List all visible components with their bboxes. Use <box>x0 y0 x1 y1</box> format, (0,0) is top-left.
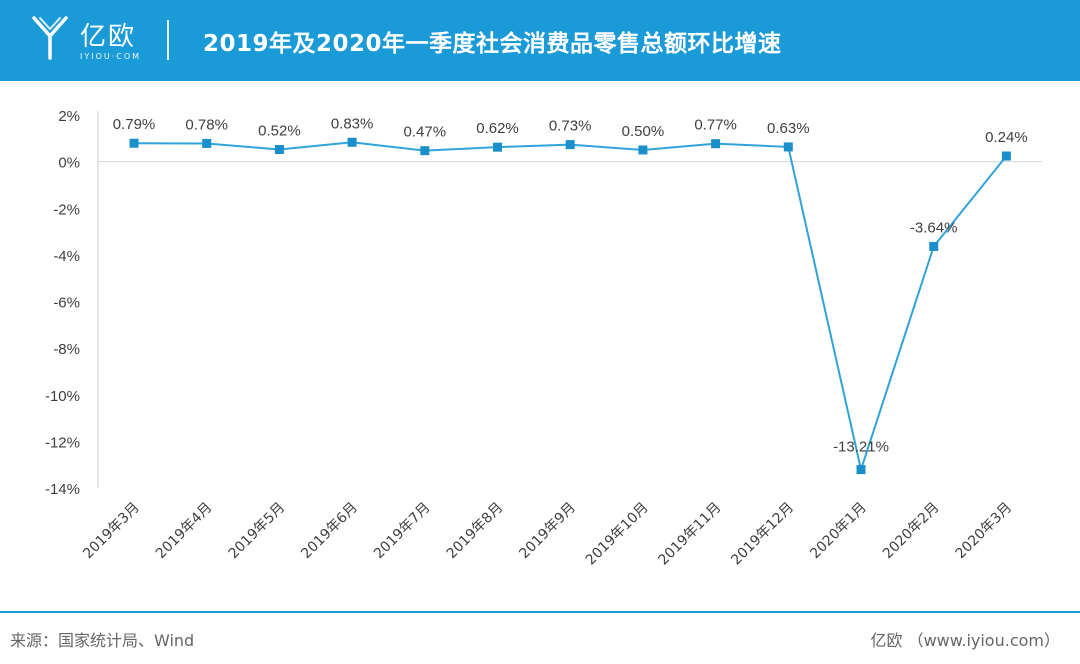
x-tick-label: 2019年10月 <box>583 500 652 569</box>
logo-subtext: IYIOU·COM <box>80 52 142 61</box>
data-value-label: 0.62% <box>476 120 519 137</box>
series-line <box>133 141 1008 474</box>
y-tick-label: -14% <box>45 481 80 498</box>
data-point-marker <box>129 138 139 148</box>
y-tick-label: -4% <box>53 248 80 265</box>
data-value-label: -13.21% <box>833 439 889 456</box>
data-value-label: 0.77% <box>694 117 737 134</box>
x-tick-label: 2019年6月 <box>298 500 361 563</box>
iyiou-logo-icon <box>32 16 68 60</box>
data-point-marker <box>202 138 212 148</box>
data-value-label: 0.63% <box>767 120 810 137</box>
x-tick-label: 2019年11月 <box>656 500 725 569</box>
data-point-marker <box>856 465 866 475</box>
y-axis-ticks: 2% 0% -2% -4% -6% -8% -10% -12% -14% <box>45 108 80 498</box>
x-tick-label: 2019年7月 <box>371 500 434 563</box>
x-tick-label: 2019年8月 <box>444 500 507 563</box>
data-value-label: 0.52% <box>258 123 301 140</box>
data-point-marker <box>347 137 357 147</box>
data-value-label: 0.24% <box>985 129 1028 146</box>
y-tick-label: 0% <box>58 155 80 172</box>
data-value-label: 0.78% <box>185 116 228 133</box>
data-value-label: 0.83% <box>331 115 374 132</box>
data-value-label: 0.50% <box>622 123 665 140</box>
y-tick-label: -6% <box>53 295 80 312</box>
x-tick-label: 2020年3月 <box>953 500 1016 563</box>
header-bar: 亿欧 IYIOU·COM 2019年及2020年一季度社会消费品零售总额环比增速 <box>0 0 1080 81</box>
page-title: 2019年及2020年一季度社会消费品零售总额环比增速 <box>203 31 782 57</box>
y-tick-label: -8% <box>53 341 80 358</box>
data-value-label: 0.79% <box>113 116 156 133</box>
x-axis-ticks: 2019年3月 2019年4月 2019年5月 2019年6月 2019年7月 2019年… <box>80 500 1015 569</box>
data-point-marker <box>783 142 793 152</box>
data-point-marker <box>565 140 575 150</box>
line-chart: 2%0%-2%-4%-6%-8%-10%-12%-14% 2019年3月 2019… <box>45 108 1042 569</box>
site-credit: 亿欧 （www.iyiou.com） <box>870 631 1060 650</box>
data-point-marker <box>420 146 430 156</box>
source-note: 来源：国家统计局、Wind <box>10 631 195 650</box>
footer-divider <box>0 611 1080 613</box>
data-value-label: 0.73% <box>549 118 592 135</box>
x-tick-label: 2019年4月 <box>153 500 216 563</box>
data-point-marker <box>274 145 284 155</box>
data-point-marker <box>1001 151 1011 161</box>
data-point-marker <box>493 142 502 152</box>
logo-text: 亿欧 <box>80 22 137 52</box>
y-tick-label: 2% <box>58 108 80 125</box>
data-markers <box>129 137 1011 475</box>
data-point-marker <box>638 145 648 155</box>
y-tick-label: -10% <box>45 388 80 405</box>
x-tick-label: 2020年1月 <box>807 500 870 563</box>
y-tick-label: -2% <box>53 201 80 218</box>
y-tick-label: -12% <box>45 434 80 451</box>
x-tick-label: 2019年3月 <box>80 500 143 563</box>
x-tick-label: 2019年9月 <box>516 500 579 563</box>
data-point-marker <box>711 139 721 149</box>
x-tick-label: 2020年2月 <box>880 500 943 563</box>
header-divider <box>167 20 169 60</box>
data-value-label: -3.64% <box>910 219 958 236</box>
x-tick-label: 2019年5月 <box>226 500 289 563</box>
data-labels: 0.79% 0.78% 0.52% 0.83% 0.47% 0.62% 0.73% 0.50%… <box>113 115 1028 455</box>
data-value-label: 0.47% <box>404 124 447 141</box>
x-tick-label: 2019年12月 <box>728 500 797 569</box>
data-point-marker <box>929 241 939 251</box>
